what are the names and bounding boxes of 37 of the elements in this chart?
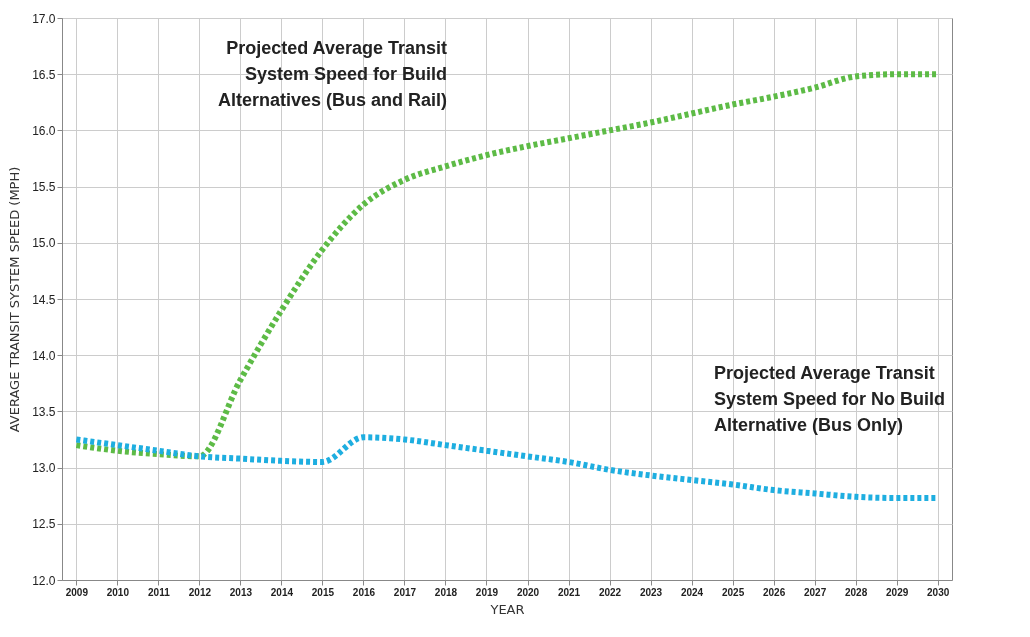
- x-tick-label: 2023: [639, 586, 663, 598]
- x-tick-label: 2014: [270, 586, 294, 598]
- x-tick-label: 2011: [148, 586, 171, 598]
- x-tick-label: 2021: [557, 586, 581, 598]
- x-tick-label: 2020: [516, 586, 540, 598]
- x-tick-label: 2024: [680, 586, 704, 598]
- x-tick-label: 2010: [106, 586, 130, 598]
- x-tick-label: 2019: [475, 586, 499, 598]
- x-tick-label: 2030: [927, 586, 950, 598]
- y-tick-label: 15.0: [32, 236, 56, 251]
- y-tick-label: 12.0: [32, 573, 56, 588]
- y-tick-label: 16.5: [32, 67, 56, 82]
- y-tick-label: 16.0: [32, 123, 56, 138]
- y-tick-label: 15.5: [32, 180, 56, 195]
- x-tick-label: 2028: [844, 586, 868, 598]
- x-tick-label: 2018: [434, 586, 458, 598]
- x-tick-label: 2017: [393, 586, 417, 598]
- y-tick-label: 14.5: [32, 292, 56, 307]
- x-tick-label: 2013: [229, 586, 253, 598]
- y-tick-label: 12.5: [32, 517, 56, 532]
- x-tick-label: 2016: [352, 586, 376, 598]
- y-tick-label: 14.0: [32, 348, 56, 363]
- x-tick-label: 2029: [886, 586, 909, 598]
- text: Projected Average Transit System Speed for No Build Alternative (Bus Only): [714, 363, 946, 435]
- x-tick-label: 2026: [762, 586, 786, 598]
- x-tick-label: 2012: [188, 586, 212, 598]
- x-tick-label: 2009: [65, 586, 89, 598]
- y-tick-label: 17.0: [32, 11, 56, 26]
- x-tick-label: 2025: [721, 586, 745, 598]
- x-axis-title: YEAR: [489, 601, 525, 617]
- x-tick-label: 2027: [803, 586, 827, 598]
- y-axis-title: AVERAGE TRANSIT SYSTEM SPEED (MPH): [7, 166, 23, 433]
- text: Projected Average Transit System Speed for Build Alternatives (Bus and Rail): [217, 38, 447, 110]
- y-tick-label: 13.5: [32, 404, 56, 419]
- x-tick-label: 2015: [311, 586, 335, 598]
- y-tick-label: 13.0: [32, 461, 56, 476]
- x-tick-label: 2022: [598, 586, 622, 598]
